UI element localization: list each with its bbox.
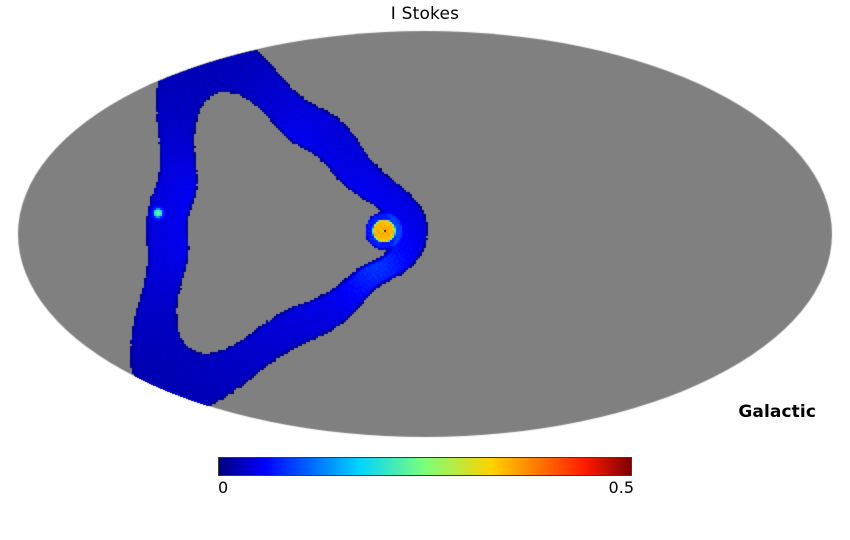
mollweide-sky-map bbox=[0, 0, 850, 460]
coordinate-system-label: Galactic bbox=[738, 402, 816, 422]
colorbar-max-tick-label: 0.5 bbox=[608, 478, 634, 497]
colorbar bbox=[218, 457, 632, 476]
colorbar-min-tick-label: 0 bbox=[218, 478, 229, 497]
colorbar-gradient bbox=[218, 457, 632, 476]
